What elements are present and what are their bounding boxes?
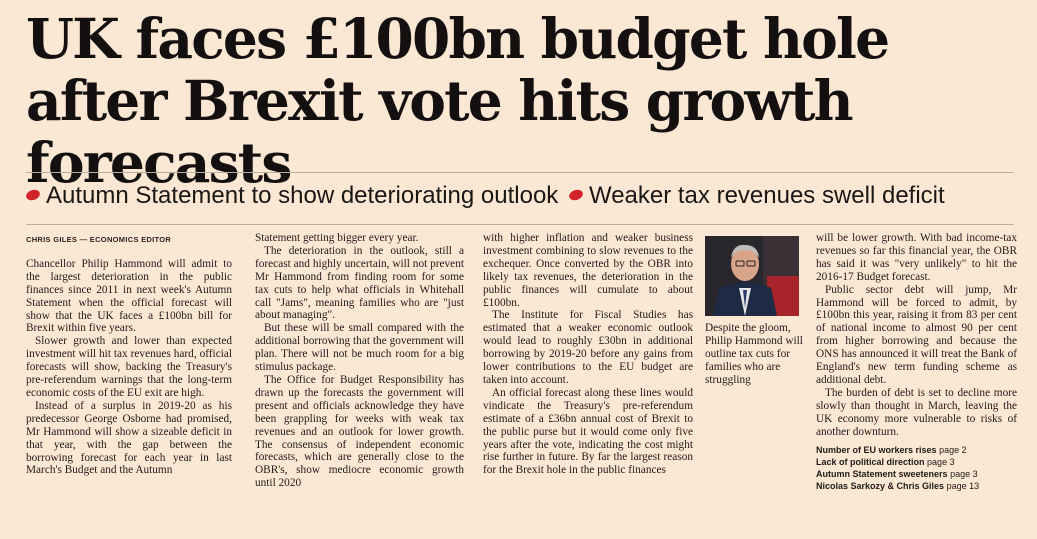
standfirst: Autumn Statement to show deteriorating o… bbox=[24, 181, 1016, 211]
portrait-illustration bbox=[705, 236, 799, 316]
standfirst-text: Autumn Statement to show deteriorating o… bbox=[46, 182, 559, 209]
paragraph: The Institute for Fiscal Studies has est… bbox=[483, 309, 693, 386]
paragraph: Instead of a surplus in 2019-20 as his p… bbox=[26, 399, 232, 477]
bullet-icon bbox=[24, 187, 42, 203]
paragraph: But these will be small compared with th… bbox=[255, 322, 464, 374]
standfirst-item: Weaker tax revenues swell deficit bbox=[567, 182, 945, 209]
paragraph: The deterioration in the outlook, still … bbox=[255, 244, 464, 322]
photo-caption: Despite the gloom, Philip Hammond will o… bbox=[705, 322, 803, 386]
divider bbox=[26, 224, 1014, 225]
page-references: Number of EU workers rises page 2 Lack o… bbox=[816, 444, 1017, 493]
article-column-1: CHRIS GILES — ECONOMICS EDITOR Chancello… bbox=[26, 232, 232, 538]
paragraph: Chancellor Philip Hammond will admit to … bbox=[26, 257, 232, 335]
divider bbox=[26, 172, 1014, 173]
bullet-icon bbox=[567, 187, 585, 203]
article-column-3: with higher inflation and weaker busines… bbox=[483, 232, 693, 538]
page-reference[interactable]: Number of EU workers rises page 2 bbox=[816, 444, 967, 455]
page-reference[interactable]: Nicolas Sarkozy & Chris Giles page 13 bbox=[816, 481, 980, 492]
headline: UK faces £100bn budget hole after Brexit… bbox=[26, 6, 890, 195]
paragraph: with higher inflation and weaker busines… bbox=[483, 232, 693, 309]
standfirst-item: Autumn Statement to show deteriorating o… bbox=[24, 182, 559, 209]
standfirst-text: Weaker tax revenues swell deficit bbox=[588, 182, 945, 209]
page-reference[interactable]: Lack of political direction page 3 bbox=[816, 456, 955, 467]
paragraph: Public sector debt will jump, Mr Hammond… bbox=[816, 283, 1017, 386]
paragraph: The Office for Budget Responsibility has… bbox=[255, 373, 464, 490]
byline: CHRIS GILES — ECONOMICS EDITOR bbox=[26, 235, 172, 244]
paragraph: The burden of debt is set to decline mor… bbox=[816, 386, 1017, 438]
article-column-2: Statement getting bigger every year. The… bbox=[255, 232, 464, 538]
photo-philip-hammond bbox=[705, 236, 799, 316]
article-column-5: will be lower growth. With bad income-ta… bbox=[816, 232, 1017, 538]
page-reference[interactable]: Autumn Statement sweeteners page 3 bbox=[816, 469, 978, 480]
paragraph: will be lower growth. With bad income-ta… bbox=[816, 232, 1017, 283]
paragraph: Statement getting bigger every year. bbox=[255, 232, 419, 244]
paragraph: Slower growth and lower than expected in… bbox=[26, 335, 232, 399]
paragraph: An official forecast along these lines w… bbox=[483, 386, 693, 477]
